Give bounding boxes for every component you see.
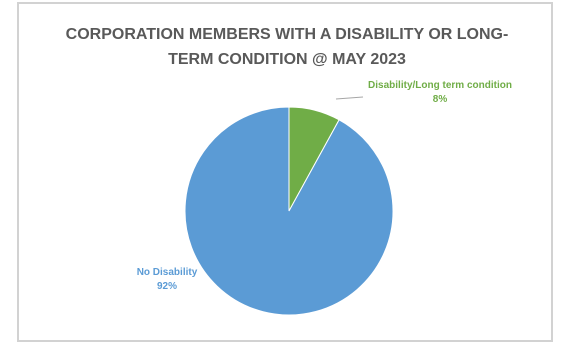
chart-title: CORPORATION MEMBERS WITH A DISABILITY OR… — [19, 22, 555, 72]
slice-label-disability: Disability/Long term condition — [368, 80, 512, 91]
chart-area: CORPORATION MEMBERS WITH A DISABILITY OR… — [17, 2, 553, 342]
chart-title-line-1: CORPORATION MEMBERS WITH A DISABILITY OR… — [65, 26, 509, 43]
leader-line — [335, 96, 364, 100]
slice-value-disability: 8% — [433, 94, 448, 105]
slice-value-no-disability: 92% — [157, 281, 177, 292]
chart-title-line-2: TERM CONDITION @ MAY 2023 — [168, 51, 406, 68]
pie-chart: Disability/Long term condition 8% No Dis… — [137, 80, 512, 316]
slice-label-no-disability: No Disability — [137, 267, 198, 278]
pie-slice-no-disability — [184, 106, 394, 316]
